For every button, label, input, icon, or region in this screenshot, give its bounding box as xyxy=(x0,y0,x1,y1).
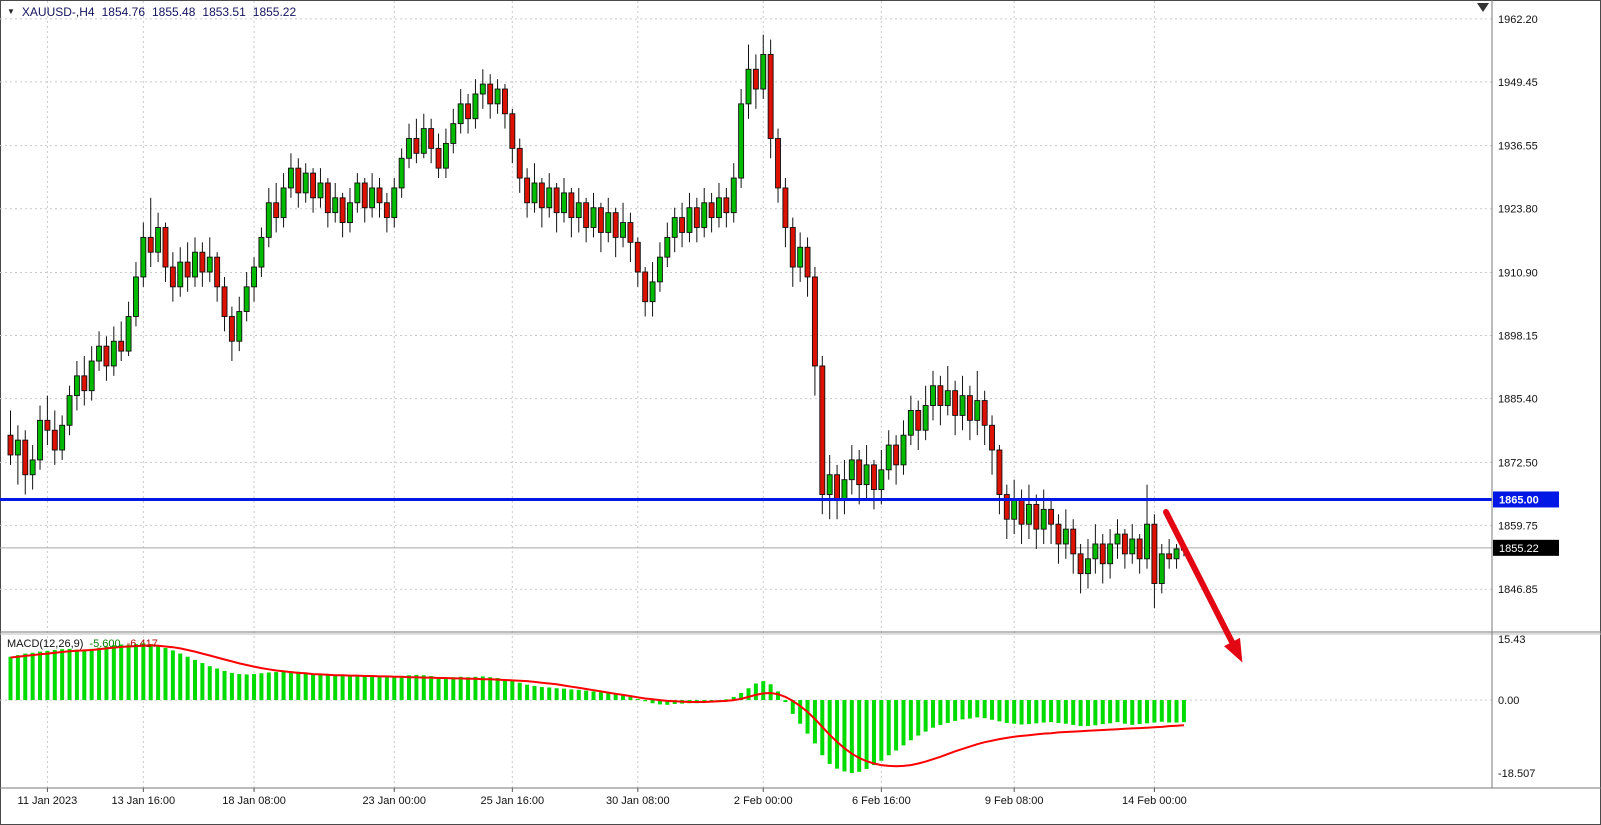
ohlc-high: 1855.48 xyxy=(152,5,196,19)
candlestick-series xyxy=(7,34,1187,609)
macd-main-value: -5.600 xyxy=(89,638,121,650)
price-axis-label: 1859.75 xyxy=(1498,520,1538,532)
time-axis-label: 30 Jan 08:00 xyxy=(606,795,670,807)
time-axis-label: 14 Feb 00:00 xyxy=(1122,795,1187,807)
macd-axis-label: -18.507 xyxy=(1498,768,1535,780)
price-badge-current: 1855.22 xyxy=(1493,539,1559,556)
price-axis-label: 1872.50 xyxy=(1498,457,1538,469)
price-axis-label: 1910.90 xyxy=(1498,267,1538,279)
time-axis-label: 11 Jan 2023 xyxy=(18,795,78,807)
price-axis-label: 1885.40 xyxy=(1498,394,1538,406)
time-axis-label: 6 Feb 16:00 xyxy=(852,795,911,807)
time-axis-label: 2 Feb 00:00 xyxy=(734,795,793,807)
symbol-name: XAUUSD-,H4 xyxy=(21,5,95,19)
ohlc-close: 1855.22 xyxy=(252,5,297,19)
time-axis-label: 18 Jan 08:00 xyxy=(222,795,286,807)
price-axis-label: 1898.15 xyxy=(1498,331,1538,343)
price-axis-label: 1846.85 xyxy=(1498,584,1538,596)
price-axis-label: 1923.80 xyxy=(1498,204,1538,216)
macd-histogram xyxy=(8,643,1186,773)
ohlc-low: 1853.51 xyxy=(202,5,246,19)
macd-signal-value: -6.417 xyxy=(126,638,158,650)
symbol-dropdown-icon[interactable]: ▼ xyxy=(7,7,15,16)
time-axis-label: 25 Jan 16:00 xyxy=(481,795,545,807)
grid xyxy=(0,1,1492,788)
price-axis-label: 1936.55 xyxy=(1498,141,1538,153)
macd-signal-line xyxy=(10,644,1184,768)
time-axis-label: 9 Feb 08:00 xyxy=(985,795,1044,807)
current-price-label: 1855.22 xyxy=(1499,543,1539,555)
price-axis-label: 1962.20 xyxy=(1498,14,1538,26)
macd-axis[interactable]: 15.43 0.00 -18.507 xyxy=(1498,634,1535,780)
chart-shift-marker[interactable] xyxy=(1477,3,1489,12)
macd-axis-label: 0.00 xyxy=(1498,695,1519,707)
pane-separators xyxy=(0,0,1601,789)
time-axis[interactable]: 11 Jan 2023 13 Jan 16:00 18 Jan 08:00 23 Ja… xyxy=(18,788,1187,807)
ohlc-open: 1854.76 xyxy=(101,5,145,19)
time-axis-label: 13 Jan 16:00 xyxy=(112,795,176,807)
time-axis-label: 23 Jan 00:00 xyxy=(362,795,426,807)
price-axis[interactable]: 1962.20 1949.45 1936.55 1923.80 1910.90 1898.… xyxy=(1498,14,1538,596)
price-badge-hline: 1865.00 xyxy=(1493,491,1559,508)
symbol-info: ▼ XAUUSD-,H4 1854.76 1855.48 1853.51 185… xyxy=(7,5,296,19)
macd-indicator-name: MACD(12,26,9) xyxy=(7,638,84,650)
trend-arrow xyxy=(1163,509,1243,663)
hline-price-label: 1865.00 xyxy=(1499,494,1539,506)
price-axis-label: 1949.45 xyxy=(1498,77,1538,89)
macd-axis-label: 15.43 xyxy=(1498,634,1526,646)
macd-indicator-label: MACD(12,26,9) -5.600 -6.417 xyxy=(7,638,158,650)
